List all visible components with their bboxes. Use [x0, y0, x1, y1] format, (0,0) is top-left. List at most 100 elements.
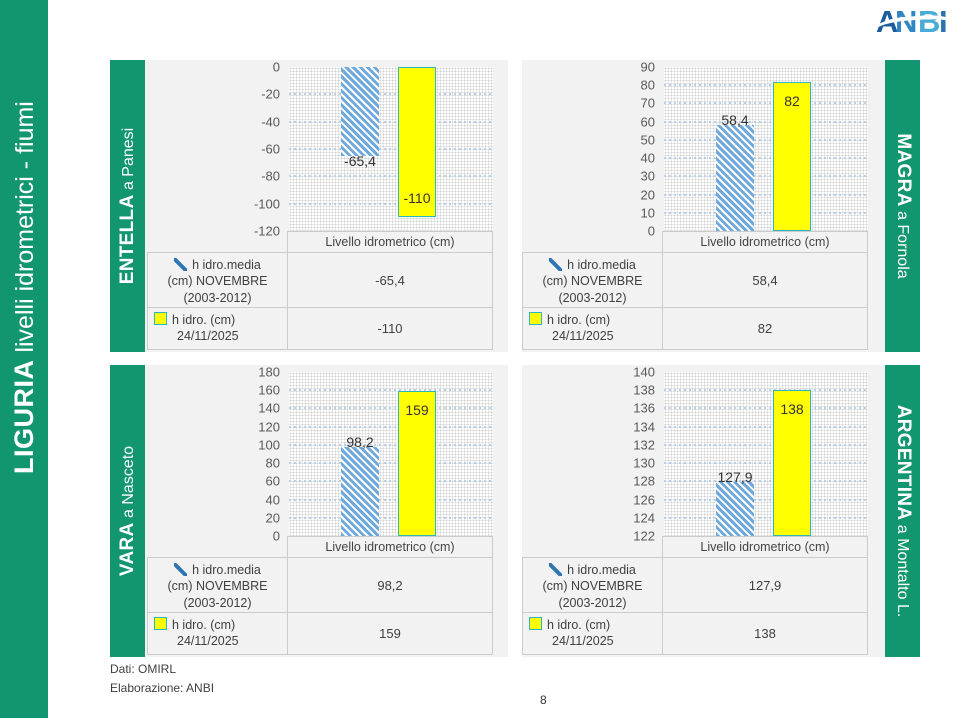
y-axis-tick: 180: [258, 364, 280, 380]
gridline: [664, 480, 868, 483]
gridline: [664, 498, 868, 501]
footer-elaboration: Elaborazione: ANBI: [110, 680, 215, 695]
gridline: [289, 175, 493, 178]
y-axis-tick: 124: [633, 510, 655, 526]
bar-current: [398, 67, 436, 218]
legend-series1-label: h idro.media (cm) NOVEMBRE (2003-2012): [148, 253, 288, 308]
left-title-band: LIGURIA livelli idrometrici - fiumi: [0, 0, 48, 718]
panel-argentina: ARGENTINA a Montalto L. 140 138 136 134 132 1…: [522, 365, 920, 657]
bar-current: [773, 81, 811, 231]
gridline: [664, 175, 868, 178]
gridline: [664, 443, 868, 446]
y-axis-tick: 130: [633, 455, 655, 471]
y-axis-tick: 0: [647, 223, 655, 239]
y-axis-tick: 20: [640, 187, 655, 203]
station-name: ARGENTINA a Montalto L.: [892, 405, 914, 618]
bar-value-label: -65,4: [344, 153, 376, 170]
logo-letter: B: [918, 4, 941, 39]
legend-table: h idro.media (cm) NOVEMBRE (2003-2012) 5…: [522, 252, 868, 350]
y-axis-tick: 122: [633, 528, 655, 544]
category-header: Livello idrometrico (cm): [287, 231, 493, 252]
legend-series2-label: h idro. (cm) 24/11/2025: [523, 613, 663, 654]
y-axis-tick: 40: [640, 150, 655, 166]
gridline: [289, 148, 493, 150]
legend-series1-value: 98,2: [288, 558, 492, 613]
slide-title-region: LIGURIA: [9, 359, 39, 475]
bar-value-label: 138: [780, 401, 804, 418]
station-band: VARA a Nasceto: [110, 365, 145, 657]
y-axis-tick: 140: [258, 400, 280, 416]
station-place: a Fornola: [893, 206, 911, 279]
bar-average: [341, 67, 379, 157]
y-axis: 0 -20 -40 -60 -80 -100 -120: [147, 60, 289, 239]
gridline: [664, 120, 868, 123]
panel-content: 0 -20 -40 -60 -80 -100 -120 -65,4 -110 Livello …: [147, 60, 510, 350]
plot-area: -65,4 -110: [289, 67, 493, 231]
gridline: [289, 462, 493, 465]
gridline: [664, 407, 868, 410]
bar-current: [773, 390, 811, 536]
chart-area: 180 160 140 120 100 80 60 40 20 0 98,2 159: [147, 364, 510, 544]
plot-area: 127,9 138: [664, 372, 868, 536]
gridline: [664, 462, 868, 465]
y-axis-tick: -40: [261, 114, 280, 130]
yellow-swatch-icon: [154, 312, 167, 325]
station-river: VARA: [116, 522, 138, 577]
y-axis-tick: -60: [261, 141, 280, 157]
yellow-swatch-icon: [529, 312, 542, 325]
y-axis-tick: 60: [640, 114, 655, 130]
legend-series2-value: -110: [377, 321, 403, 336]
legend-table: h idro.media (cm) NOVEMBRE (2003-2012) 1…: [522, 557, 868, 655]
legend-series1-label: h idro.media (cm) NOVEMBRE (2003-2012): [523, 253, 663, 308]
footer: Dati: OMIRL Elaborazione: ANBI: [110, 660, 214, 697]
gridline: [289, 202, 493, 205]
gridline: [664, 84, 868, 87]
bar-average: [716, 124, 754, 231]
y-axis-tick: 30: [640, 168, 655, 184]
hatch-swatch-icon: [549, 258, 563, 271]
y-axis-tick: 138: [633, 382, 655, 398]
gridline: [664, 425, 868, 428]
gridline: [289, 120, 493, 123]
y-axis-tick: -100: [253, 196, 280, 212]
bar-value-label: 127,9: [717, 469, 753, 486]
y-axis-tick: 80: [640, 77, 655, 93]
y-axis-tick: 136: [633, 400, 655, 416]
y-axis-tick: 132: [633, 437, 655, 453]
chart-area: 90 80 70 60 50 40 30 20 10 0 58,4 82: [522, 59, 885, 239]
station-name: VARA a Nasceto: [117, 446, 139, 576]
bar-value-label: 159: [405, 402, 429, 419]
y-axis-tick: 10: [640, 205, 655, 221]
gridline: [289, 407, 493, 410]
page-number: 8: [540, 693, 547, 707]
slide-title: LIGURIA livelli idrometrici - fiumi: [9, 101, 40, 474]
y-axis-tick: 100: [258, 437, 280, 453]
station-band: MAGRA a Fornola: [885, 60, 920, 352]
panel-magra: MAGRA a Fornola 90 80 70 60 50 40 30 20 10 0 58,4…: [522, 60, 920, 352]
y-axis-tick: 20: [265, 510, 280, 526]
y-axis-tick: 134: [633, 419, 655, 435]
y-axis-tick: -20: [261, 86, 280, 102]
y-axis-tick: 120: [258, 419, 280, 435]
gridline: [664, 102, 868, 105]
legend-series2-label: h idro. (cm) 24/11/2025: [523, 308, 663, 349]
y-axis: 140 138 136 134 132 130 128 126 124 122: [522, 365, 664, 544]
yellow-swatch-icon: [529, 617, 542, 630]
bar-average: [716, 482, 754, 536]
y-axis-tick: 0: [272, 528, 280, 544]
hatch-swatch-icon: [174, 563, 188, 576]
station-river: ENTELLA: [116, 194, 138, 285]
legend-series2-value: 82: [757, 321, 773, 336]
y-axis-tick: 90: [640, 59, 655, 75]
chart-area: 0 -20 -40 -60 -80 -100 -120 -65,4 -110: [147, 60, 510, 239]
gridline: [289, 443, 493, 446]
y-axis-tick: 80: [265, 455, 280, 471]
station-place: a Nasceto: [119, 445, 137, 523]
panel-content: 90 80 70 60 50 40 30 20 10 0 58,4 82 Livello idrom…: [522, 59, 885, 350]
legend-table: h idro.media (cm) NOVEMBRE (2003-2012) -…: [147, 252, 493, 350]
gridline: [289, 480, 493, 483]
hatch-swatch-icon: [549, 563, 563, 576]
gridline: [289, 498, 493, 501]
bar-current: [398, 391, 436, 536]
logo-letter: I: [939, 4, 948, 39]
